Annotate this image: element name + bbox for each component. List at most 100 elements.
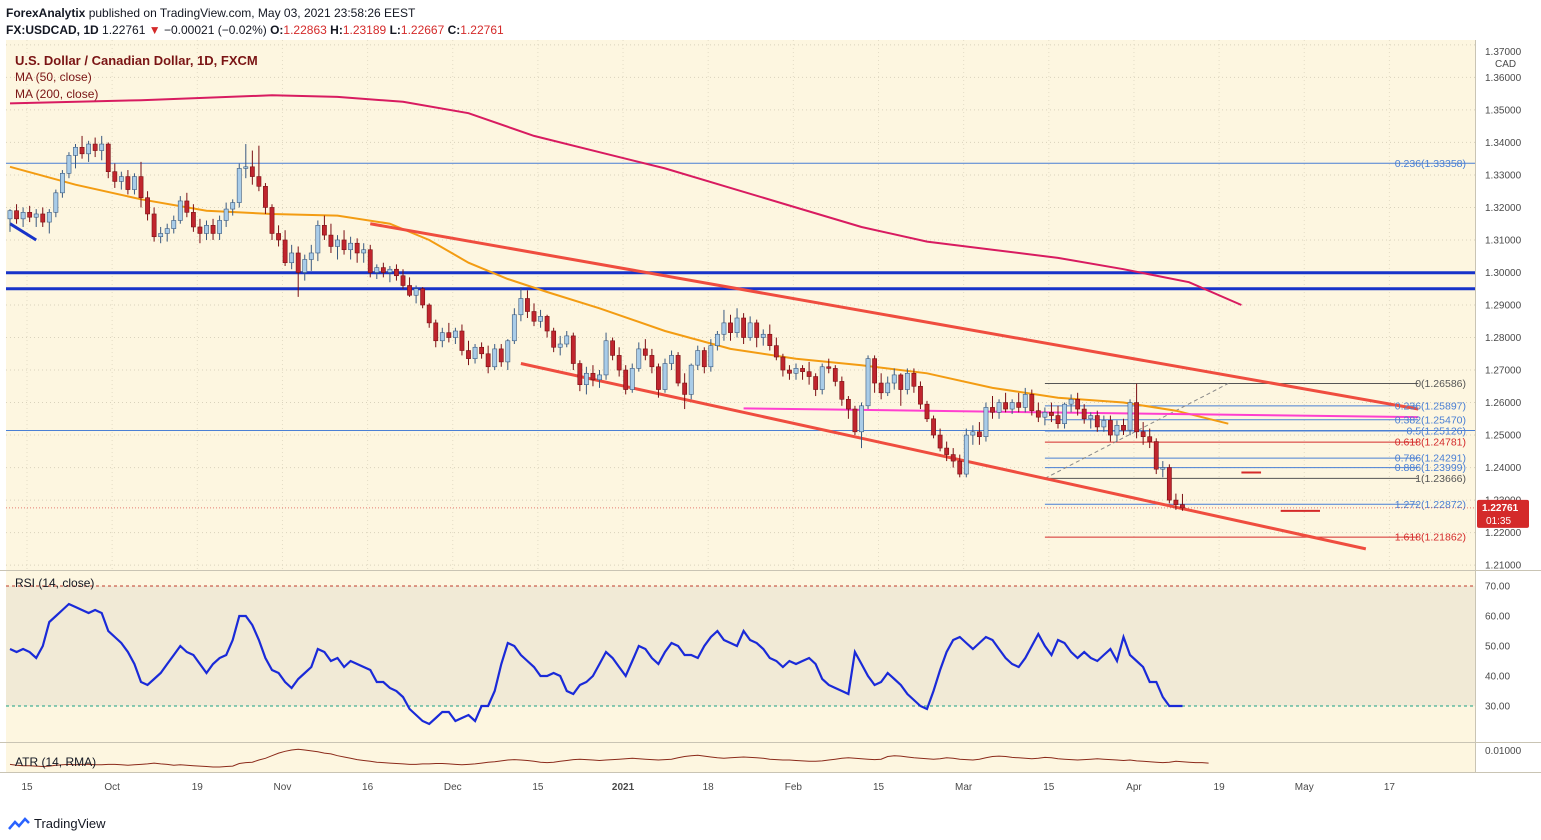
candle-body xyxy=(295,252,301,273)
candle xyxy=(629,363,635,393)
candle xyxy=(754,319,760,348)
candle xyxy=(669,350,674,371)
candle xyxy=(1003,392,1008,413)
ma50-legend[interactable]: MA (50, close) xyxy=(15,70,92,84)
candle xyxy=(1140,422,1146,445)
publisher-name[interactable]: ForexAnalytix xyxy=(6,6,86,20)
time-tick-label: 17 xyxy=(1384,782,1396,793)
candle-body xyxy=(1016,402,1022,408)
candle-body xyxy=(59,173,65,194)
atr-pane[interactable] xyxy=(6,743,1475,772)
candle xyxy=(865,355,871,410)
candle xyxy=(263,183,268,214)
price-tick-label: 1.26000 xyxy=(1485,398,1522,409)
candle xyxy=(760,329,766,346)
candle-body xyxy=(348,242,353,251)
candle-body xyxy=(551,330,557,348)
candle-body xyxy=(1035,410,1041,418)
low-label: L: xyxy=(389,23,401,37)
candle-body xyxy=(1062,403,1067,424)
candle-body xyxy=(308,252,314,260)
fib-level-label: 1(1.23666) xyxy=(1415,473,1466,485)
candle xyxy=(898,373,904,406)
candle-body xyxy=(865,358,871,407)
candle xyxy=(531,303,537,327)
candle xyxy=(859,402,864,449)
tradingview-logo[interactable]: TradingView xyxy=(8,816,106,831)
candle-body xyxy=(236,168,242,203)
atr-legend[interactable]: ATR (14, RMA) xyxy=(15,755,97,769)
fib-level-label: 0.236(1.33358) xyxy=(1395,158,1466,170)
rsi-line xyxy=(9,602,1183,726)
candle-body xyxy=(217,220,222,234)
candle-body xyxy=(282,239,288,264)
rsi-pane[interactable] xyxy=(6,571,1475,742)
candle xyxy=(184,192,190,218)
candle xyxy=(800,365,805,380)
symbol-label[interactable]: FX:USDCAD, 1D xyxy=(6,23,99,37)
candle xyxy=(878,373,884,400)
candle xyxy=(937,428,943,452)
candle xyxy=(511,308,517,345)
candle xyxy=(832,365,838,387)
candle-body xyxy=(1081,408,1087,420)
candle xyxy=(1009,399,1015,414)
candle-body xyxy=(898,374,904,390)
candle xyxy=(970,425,976,445)
price-tick-label: 1.25000 xyxy=(1485,431,1522,442)
candle xyxy=(452,327,458,345)
candle-body xyxy=(321,225,327,236)
candle-body xyxy=(256,176,262,187)
candle xyxy=(950,448,956,468)
publish-info: published on TradingView.com, May 03, 20… xyxy=(88,6,416,20)
trend-line xyxy=(9,222,37,242)
candle-body xyxy=(145,197,150,215)
candle xyxy=(151,207,157,242)
candle xyxy=(826,358,832,374)
candle-body xyxy=(112,171,118,182)
candle xyxy=(413,285,419,304)
candle-body xyxy=(335,239,340,247)
candle-body xyxy=(138,176,144,198)
candle-body xyxy=(557,343,563,348)
time-tick-label: 19 xyxy=(192,782,204,793)
candle-body xyxy=(151,213,157,238)
candle-body xyxy=(223,208,229,221)
candle-body xyxy=(747,322,753,338)
candle-body xyxy=(760,333,766,338)
time-tick-label: 2021 xyxy=(612,782,635,793)
candle xyxy=(551,327,557,353)
candle xyxy=(171,215,177,234)
candle xyxy=(773,337,779,361)
candle-body xyxy=(885,382,891,394)
candle xyxy=(289,244,295,270)
ma200-legend[interactable]: MA (200, close) xyxy=(15,87,99,101)
candle xyxy=(1127,399,1133,436)
candle-body xyxy=(623,369,629,390)
candle xyxy=(806,361,812,385)
candle xyxy=(990,396,995,419)
high-value: 1.23189 xyxy=(342,23,387,37)
candle xyxy=(583,366,589,395)
rsi-legend[interactable]: RSI (14, close) xyxy=(15,576,95,590)
candle xyxy=(636,342,642,372)
chart-canvas[interactable]: 0(1.26586)0.236(1.25897)0.382(1.25470)0.… xyxy=(0,40,1541,808)
rsi-tick-label: 40.00 xyxy=(1485,672,1510,683)
price-pane[interactable]: 0(1.26586)0.236(1.25897)0.382(1.25470)0.… xyxy=(6,40,1475,772)
rsi-tick-label: 70.00 xyxy=(1485,582,1510,593)
candle-body xyxy=(249,166,255,177)
candle-body xyxy=(171,220,177,229)
candle-body xyxy=(597,374,602,381)
chart-title[interactable]: U.S. Dollar / Canadian Dollar, 1D, FXCM xyxy=(15,53,258,68)
candle-body xyxy=(289,252,295,264)
candle xyxy=(518,287,524,322)
candle-body xyxy=(603,340,609,376)
candle-body xyxy=(269,207,275,234)
candle-body xyxy=(485,353,491,368)
candle xyxy=(1055,405,1061,429)
candle xyxy=(33,209,39,227)
candle-body xyxy=(996,402,1002,413)
fib-level-label: 0(1.26586) xyxy=(1415,378,1466,390)
candle xyxy=(931,415,936,439)
candle xyxy=(249,150,255,185)
